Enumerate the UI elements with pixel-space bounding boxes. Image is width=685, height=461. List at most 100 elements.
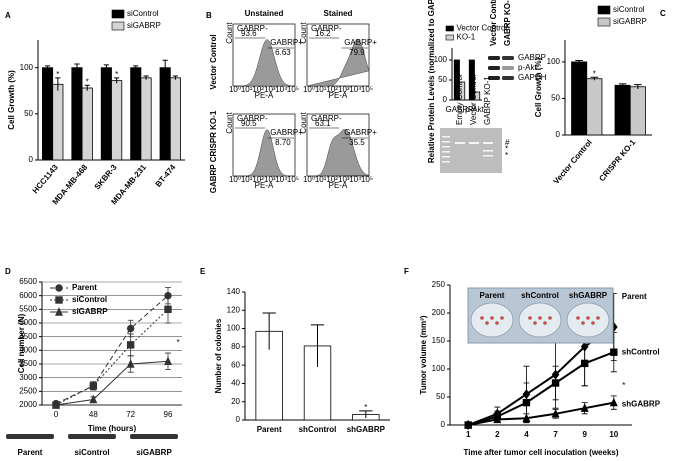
gel-band [483,150,493,152]
column-header: Unstained [245,9,284,18]
legend-swatch [597,17,611,27]
bar [81,87,93,161]
band-label: GABRP [518,53,546,62]
x-tick-label: 10³ [264,175,276,184]
blot-band [68,434,116,439]
marker [493,414,502,424]
annotation: * [56,70,59,79]
error-bar [618,83,627,87]
y-tick-label: 60 [231,360,240,369]
x-tick-label: 10¹ [241,85,253,94]
x-axis-label: PE-A [329,91,348,100]
gate-label: GABRP+ [344,128,377,137]
legend-label: siGABRP [127,21,161,30]
x-tick-label: 10¹ [241,175,253,184]
tumor [538,316,542,320]
gate-label: GABRP- [237,114,268,123]
x-tick-label: 10² [326,85,338,94]
x-axis-label: PE-A [329,181,348,190]
x-tick-label: CRISPR KO-1 [597,137,637,183]
y-axis-label: Count [299,22,308,44]
x-tick-label: 10⁰ [229,175,241,184]
y-tick-label: 50 [551,94,560,103]
y-axis-label: Tumor volume (mm³) [419,315,428,394]
y-axis-label: Count [225,22,234,44]
y-tick-label: 100 [434,55,448,64]
legend-label: siControl [127,9,159,18]
error-bar [114,77,120,84]
y-tick-label: 250 [432,280,446,289]
bar [629,86,646,136]
error-bar [162,59,168,76]
legend-swatch [111,9,125,19]
inset-label: Parent [480,291,505,300]
blot-band [502,56,514,60]
histogram [232,39,296,87]
x-tick-label: 10⁵ [361,175,373,184]
x-tick-label: 4 [524,430,529,439]
marker [126,324,135,333]
y-tick-label: 4000 [19,345,37,354]
y-tick-label: 6000 [19,291,37,300]
marker [522,398,531,407]
gate-value: 79.9 [349,48,365,57]
x-axis-label: PE-A [255,91,274,100]
x-tick-label: 96 [164,410,173,419]
band-label: p-Akt [518,63,537,72]
series-label: shControl [622,347,660,356]
dish [518,302,562,338]
marker [55,284,63,292]
legend-label: siControl [613,5,645,14]
annotation: * [622,381,625,390]
lane-label: Vector Control [469,74,478,125]
error-bar [359,410,373,419]
gel-band [483,155,493,157]
ladder-band [442,151,450,153]
y-tick-label: 0 [236,415,241,424]
legend-label: siGABRP [613,17,647,26]
bar [130,67,142,161]
series-line [468,401,614,426]
x-tick-label: BT-474 [154,162,178,188]
x-tick-label: 10⁰ [229,85,241,94]
gel-band [483,142,493,144]
x-tick-label: Vector Control [552,138,594,186]
bar [140,77,152,161]
bar [459,81,466,101]
row-label: Vector Control [209,34,218,89]
x-tick-label: 10² [252,85,264,94]
gate [309,37,368,49]
gate-value: 16.2 [315,29,331,38]
x-axis-label: Time after tumor cell inoculation (weeks… [464,448,619,457]
tumor [581,321,585,325]
gate-value: 6.63 [275,48,291,57]
legend-swatch [111,21,125,31]
bar [159,67,171,161]
x-tick-label: 10³ [264,85,276,94]
x-tick-label: 10³ [338,175,350,184]
tumor [528,316,532,320]
marker [55,307,63,316]
bar [453,59,460,101]
bar [614,84,631,136]
x-tick-label: 10⁴ [349,85,362,94]
blot-band [488,76,500,80]
blot-band [6,434,54,439]
marker [464,420,473,429]
x-tick-label: 7 [553,430,558,439]
y-tick-label: 5500 [19,304,37,313]
gate-label: GABRP- [311,114,342,123]
histogram [232,129,296,177]
x-tick-label: 10⁴ [275,175,288,184]
gate-label: GABRP- [237,24,268,33]
panel-letter: F [404,267,409,276]
y-axis-label: Cell Growth (%) [7,70,16,130]
series-line [55,360,169,406]
gate [309,127,368,139]
y-axis-label: Relative Protein Levels (normalized to G… [427,0,436,163]
y-axis-label: Count [299,112,308,134]
y-axis-label: Cell Growth (%) [534,57,543,117]
y-tick-label: 100 [20,63,34,72]
bar [468,59,475,101]
